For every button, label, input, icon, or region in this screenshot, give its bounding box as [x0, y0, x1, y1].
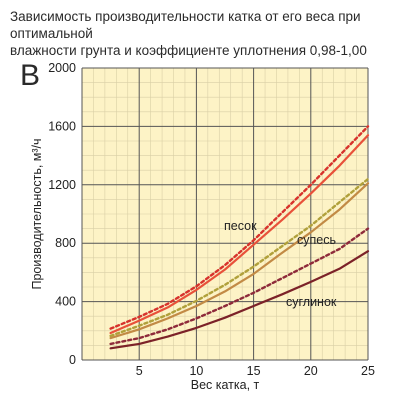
- series-suglinok-dashed: [109, 227, 370, 346]
- x-tick-label: 5: [136, 364, 143, 378]
- panel-letter: B: [20, 59, 40, 92]
- y-tick-label: 800: [55, 236, 76, 250]
- y-tick-label: 1600: [48, 119, 76, 133]
- x-tick-label: 20: [304, 364, 318, 378]
- series-supes-dashed: [109, 177, 370, 338]
- x-axis-ticks: 5 10 15 20 25: [136, 364, 375, 378]
- x-tick-label: 10: [189, 364, 203, 378]
- x-axis-label: Вес катка, т: [191, 378, 260, 392]
- series-pesok-solid: [109, 134, 370, 335]
- series-label-pesok: песок: [224, 219, 257, 233]
- y-axis-label: Производительность, м³/ч: [30, 138, 44, 289]
- x-tick-label: 25: [361, 364, 375, 378]
- series-layer: [109, 125, 370, 350]
- y-tick-label: 1200: [48, 178, 76, 192]
- y-tick-label: 2000: [48, 61, 76, 75]
- x-tick-label: 15: [247, 364, 261, 378]
- y-axis-ticks: 0 400 800 1200 1600 2000: [48, 61, 76, 367]
- series-label-supes: супесь: [297, 233, 336, 247]
- minor-grid: [82, 68, 368, 360]
- chart-title-line-1: Зависимость производительности катка от …: [10, 9, 361, 41]
- major-grid: [81, 67, 369, 361]
- chart-title: Зависимость производительности катка от …: [10, 8, 395, 59]
- series-suglinok-solid: [109, 250, 370, 350]
- chart-title-line-2: влажности грунта и коэффициенте уплотнен…: [10, 43, 367, 58]
- y-tick-label: 0: [69, 353, 76, 367]
- series-supes-solid: [109, 182, 370, 340]
- series-pesok-dashed: [109, 125, 370, 330]
- y-tick-label: 400: [55, 295, 76, 309]
- series-label-suglinok: суглинок: [286, 295, 337, 309]
